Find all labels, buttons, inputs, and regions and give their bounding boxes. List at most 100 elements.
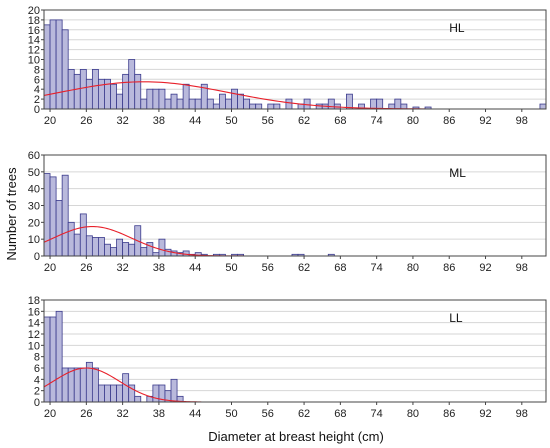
panel-hl-bar [116,93,124,110]
panel-hl-y-tick-label: 8 [34,64,40,76]
panel-ll-bar [55,310,63,403]
panel-hl-x-tick-label: 56 [262,115,274,127]
panel-hl-bar [110,83,117,110]
panel-ml-bar [110,247,117,257]
panel-ml-bar [182,250,190,257]
panel-ll-x-tick-label: 26 [80,408,92,420]
panel-hl-bar [158,88,166,110]
panel-ml-bar [140,247,148,257]
panel-ll-x-tick-label: 56 [262,408,274,420]
panel-ml-x-tick-label: 68 [334,262,346,274]
panel-ll-x-tick-label: 68 [334,408,346,420]
panel-hl-bar [55,19,63,110]
panel-hl-bar [212,103,220,110]
panel-hl-x-tick-label: 62 [298,115,310,127]
panel-ll-y-tick-label: 4 [34,374,40,386]
panel-hl-bar [267,103,275,110]
panel-hl-bar [134,73,142,110]
panel-hl-y-tick-label: 20 [28,5,40,17]
panel-ll-x-tick-label: 50 [225,408,237,420]
panel-hl-x-tick-label: 50 [225,115,237,127]
panel-ml-bar [43,173,51,257]
panel-hl-y-tick-label: 2 [34,94,40,106]
panel-hl-bar [182,83,190,110]
panel-ll-bar [43,316,51,403]
panel-ll-x-tick-label: 98 [516,408,528,420]
panel-ml-bar [85,235,93,257]
panel-ml-x-tick-label: 44 [189,262,201,274]
panel-ml-y-tick-label: 30 [28,201,40,213]
panel-ml-bar [55,200,63,257]
panel-ll-bar [49,316,57,403]
panel-hl-x-tick-label: 98 [516,115,528,127]
panel-ml-x-tick-label: 80 [407,262,419,274]
panel-ml-y-tick-label: 20 [28,217,40,229]
panel-ml-bar [79,213,87,257]
panel-ll-y-tick-label: 16 [28,306,40,318]
panel-hl-bar [273,103,281,110]
panel-ml-x-tick-label: 32 [117,262,129,274]
panel-hl-x-tick-label: 26 [80,115,92,127]
panel-ml-y-tick-label: 0 [34,251,40,263]
panel-hl-x-tick-label: 74 [371,115,383,127]
panel-ml-y-tick-label: 50 [28,167,40,179]
panel-ll-y-tick-label: 8 [34,352,40,364]
panel-hl-bar [346,93,353,110]
panel-hl-bar [376,98,384,110]
panel-hl-fit-curve [43,81,426,110]
panel-hl-bar [91,69,99,110]
panel-ll-bar [98,384,105,403]
panel-ll-x-tick-label: 92 [479,408,491,420]
panel-hl-x-tick-label: 32 [117,115,129,127]
panel-hl-x-tick-label: 20 [44,115,56,127]
y-axis-title: Number of trees [4,167,19,261]
panel-hl-bar [98,78,105,110]
panel-ml-bar [67,221,75,257]
panel-hl-x-tick-label: 44 [189,115,201,127]
panel-hl-bar [249,103,257,110]
panel-ll-bar [79,367,87,403]
panel-hl-bar [243,98,251,110]
panel-hl-bar [225,98,232,110]
panel-hl-bar [43,24,51,110]
panel-ll-x-tick-label: 74 [371,408,383,420]
panel-ml-bar [116,238,124,257]
panel-ll-bar [73,367,81,403]
panel-hl-bar [194,98,202,110]
panel-ll-x-tick-label: 62 [298,408,310,420]
panel-hl-y-tick-label: 12 [28,45,40,57]
panel-hl-bar [140,98,148,110]
panel-hl-bar [49,19,57,110]
panel-ml-x-tick-label: 92 [479,262,491,274]
x-axis-title: Diameter at breast height (cm) [208,429,384,444]
panel-ml-bar [61,174,69,257]
panel-hl-bar [206,98,214,110]
panel-hl-bar [164,98,172,110]
panel-ml-bar [158,238,166,257]
panel-hl-bar [231,88,238,110]
panel-hl-x-tick-label: 86 [443,115,455,127]
panel-ll-y-tick-label: 12 [28,329,40,341]
panel-ll-bar [67,367,75,403]
panel-ll-label: LL [449,311,463,325]
panel-ml-frame [43,154,547,257]
panel-ml-bar [122,242,130,257]
panel-ml-x-tick-label: 38 [153,262,165,274]
panel-hl-x-tick-label: 80 [407,115,419,127]
panel-hl-bar [85,78,93,110]
panel-ll-x-tick-label: 44 [189,408,201,420]
panel-ml-label: ML [449,166,466,180]
panel-ml-x-tick-label: 20 [44,262,56,274]
panel-hl-x-tick-label: 68 [334,115,346,127]
panel-hl-bar [394,98,402,110]
panel-ll-bar [116,384,124,403]
panel-hl-bar [327,98,335,110]
panel-ml-x-tick-label: 98 [516,262,528,274]
panel-ll-x-tick-label: 86 [443,408,455,420]
panel-ll-fit-curve [43,367,202,403]
panel-hl-y-tick-label: 10 [28,55,40,67]
panel-hl-y-tick-label: 14 [28,35,40,47]
panel-hl-bar [218,93,226,110]
panel-hl-bar [73,73,81,110]
panel-hl-bar [237,93,244,110]
